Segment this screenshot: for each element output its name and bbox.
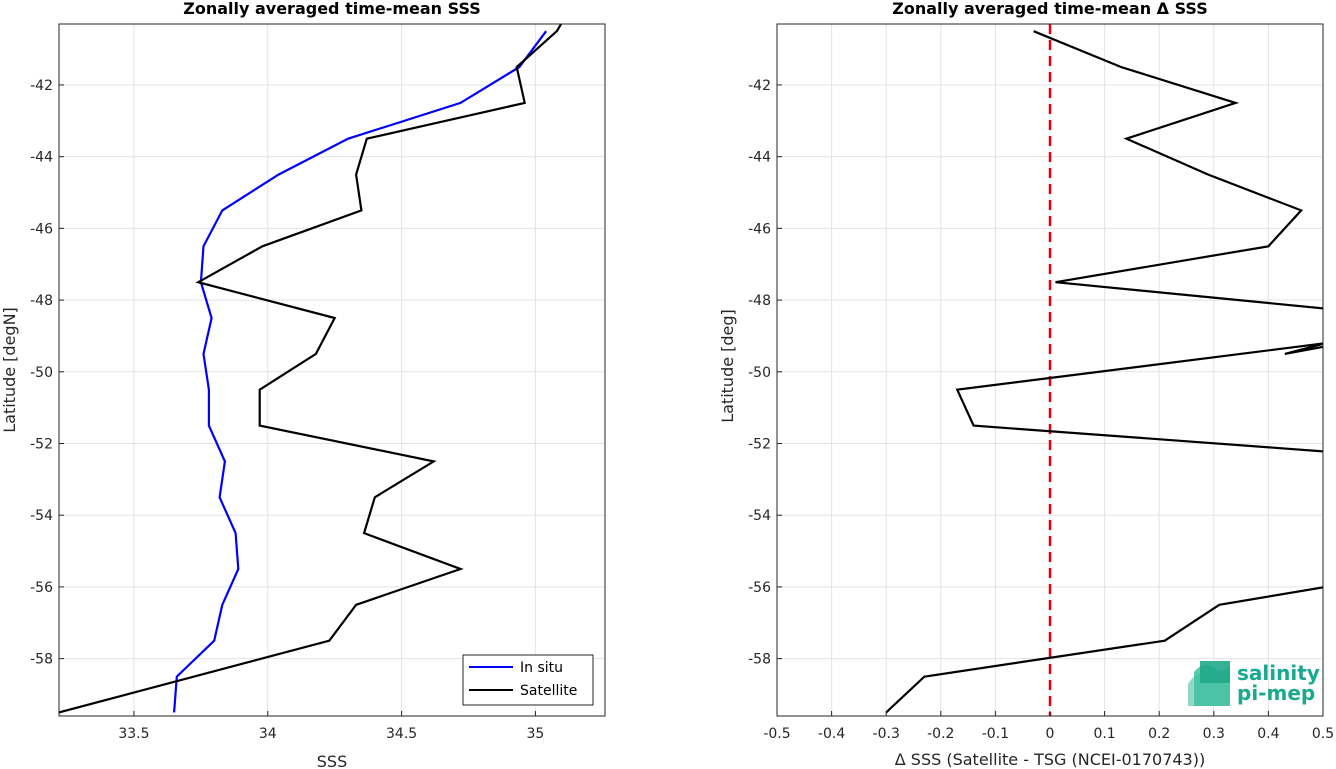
x-tick-label: 0	[1046, 726, 1055, 742]
delta-sss-panel: -0.5 -0.4 -0.3 -0.2 -0.1 0 0.1 0.2 0.3 0.4 0.5 -42 -…	[718, 0, 1334, 769]
y-tick-label: -42	[748, 78, 771, 94]
y-tick-label: -42	[30, 78, 53, 94]
logo-text-line2: pi-mep	[1237, 681, 1315, 705]
x-tick-label: -0.3	[873, 726, 900, 742]
x-tick-label: 33.5	[118, 726, 149, 742]
x-tick-label: 0.2	[1148, 726, 1170, 742]
series-layer	[885, 24, 1323, 716]
x-tick-label: 34	[259, 726, 277, 742]
y-tick-label: -48	[30, 293, 53, 309]
x-tick-label: 0.3	[1203, 726, 1225, 742]
series-line-0	[885, 30, 1323, 714]
y-tick-label: -48	[748, 293, 771, 309]
y-tick-label: -58	[30, 652, 53, 668]
x-tick-label: 0.1	[1093, 726, 1115, 742]
y-tick-label: -52	[748, 437, 771, 453]
x-tick-label: -0.5	[763, 726, 790, 742]
y-tick-label: -56	[748, 580, 771, 596]
x-tick-label: 35	[526, 726, 544, 742]
y-tick-label: -50	[748, 365, 771, 381]
legend-label-satellite: Satellite	[520, 683, 577, 699]
series-line-satellite	[59, 24, 563, 714]
x-tick-label: 0.5	[1312, 726, 1334, 742]
y-axis-label: Latitude [degN]	[0, 307, 19, 433]
x-tick-label: 34.5	[386, 726, 417, 742]
y-tick-label: -54	[30, 508, 53, 524]
y-axis-label: Latitude [deg]	[718, 309, 737, 423]
chart-title: Zonally averaged time-mean Δ SSS	[892, 0, 1208, 18]
y-tick-label: -44	[748, 150, 771, 166]
y-tick-label: -56	[30, 580, 53, 596]
y-tick-label: -58	[748, 652, 771, 668]
y-tick-label: -44	[30, 150, 53, 166]
x-tick-label: -0.1	[982, 726, 1009, 742]
legend-box	[462, 654, 594, 706]
x-axis-label: Δ SSS (Satellite - TSG (NCEI-0170743))	[895, 750, 1205, 769]
legend: In situ Satellite	[462, 654, 594, 706]
x-tick-label: -0.4	[818, 726, 845, 742]
logo-text-line1: salinity	[1237, 661, 1320, 685]
plot-area	[59, 24, 605, 716]
axes-box	[58, 23, 606, 717]
salinity-pi-mep-logo: salinity pi-mep	[1188, 661, 1320, 706]
y-tick-label: -50	[30, 365, 53, 381]
y-tick-label: -54	[748, 508, 771, 524]
x-tick-label: 0.4	[1257, 726, 1279, 742]
wave-icon	[1188, 661, 1230, 706]
y-tick-label: -52	[30, 437, 53, 453]
series-line-in-situ	[173, 30, 547, 713]
y-tick-label: -46	[30, 221, 53, 237]
tick-labels: 33.5 34 34.5 35 -42 -44 -46 -48 -50 -52 -54 -56 -58	[30, 78, 544, 742]
x-tick-label: -0.2	[927, 726, 954, 742]
y-tick-label: -46	[748, 221, 771, 237]
series-layer	[59, 24, 563, 714]
chart-title: Zonally averaged time-mean SSS	[183, 0, 481, 18]
legend-label-in-situ: In situ	[520, 660, 563, 676]
tick-labels: -0.5 -0.4 -0.3 -0.2 -0.1 0 0.1 0.2 0.3 0.4 0.5 -42 -…	[748, 78, 1334, 742]
sss-panel: 33.5 34 34.5 35-42-44-46-48-50-52-54-56-58 …	[0, 0, 606, 769]
x-axis-label: SSS	[317, 752, 347, 769]
